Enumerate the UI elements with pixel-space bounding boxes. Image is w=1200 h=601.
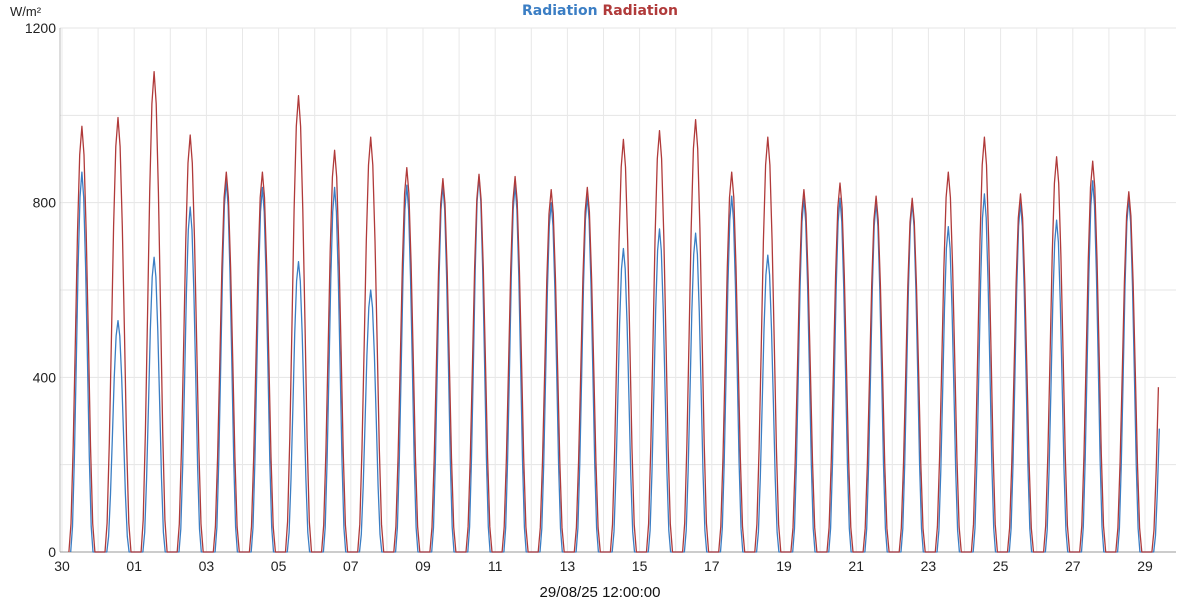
y-tick-label: 1200 bbox=[25, 20, 56, 36]
x-tick-label: 15 bbox=[632, 558, 648, 574]
x-tick-label: 23 bbox=[921, 558, 937, 574]
series-line-2 bbox=[68, 71, 1160, 553]
title-series-1: Radiation bbox=[521, 3, 598, 19]
x-tick-label: 03 bbox=[199, 558, 215, 574]
x-tick-label: 30 bbox=[54, 558, 70, 574]
chart-title: Radiation Radiation bbox=[0, 3, 1200, 19]
x-tick-label: 05 bbox=[271, 558, 287, 574]
x-tick-label: 17 bbox=[704, 558, 720, 574]
x-tick-label: 25 bbox=[993, 558, 1009, 574]
series-line-1 bbox=[70, 171, 1160, 553]
x-axis-caption: 29/08/25 12:00:00 bbox=[539, 584, 661, 601]
x-tick-label: 19 bbox=[776, 558, 792, 574]
y-axis-unit: W/m² bbox=[10, 4, 42, 19]
x-tick-label: 11 bbox=[488, 558, 503, 574]
y-tick-label: 0 bbox=[48, 544, 56, 560]
x-tick-label: 29 bbox=[1137, 558, 1153, 574]
x-tick-label: 21 bbox=[848, 558, 864, 574]
y-tick-label: 800 bbox=[33, 195, 57, 211]
x-tick-label: 27 bbox=[1065, 558, 1081, 574]
x-tick-label: 09 bbox=[415, 558, 431, 574]
title-series-2: Radiation bbox=[602, 3, 679, 19]
x-tick-label: 13 bbox=[560, 558, 576, 574]
x-tick-label: 01 bbox=[126, 558, 142, 574]
y-tick-label: 400 bbox=[33, 369, 57, 385]
x-tick-label: 07 bbox=[343, 558, 359, 574]
